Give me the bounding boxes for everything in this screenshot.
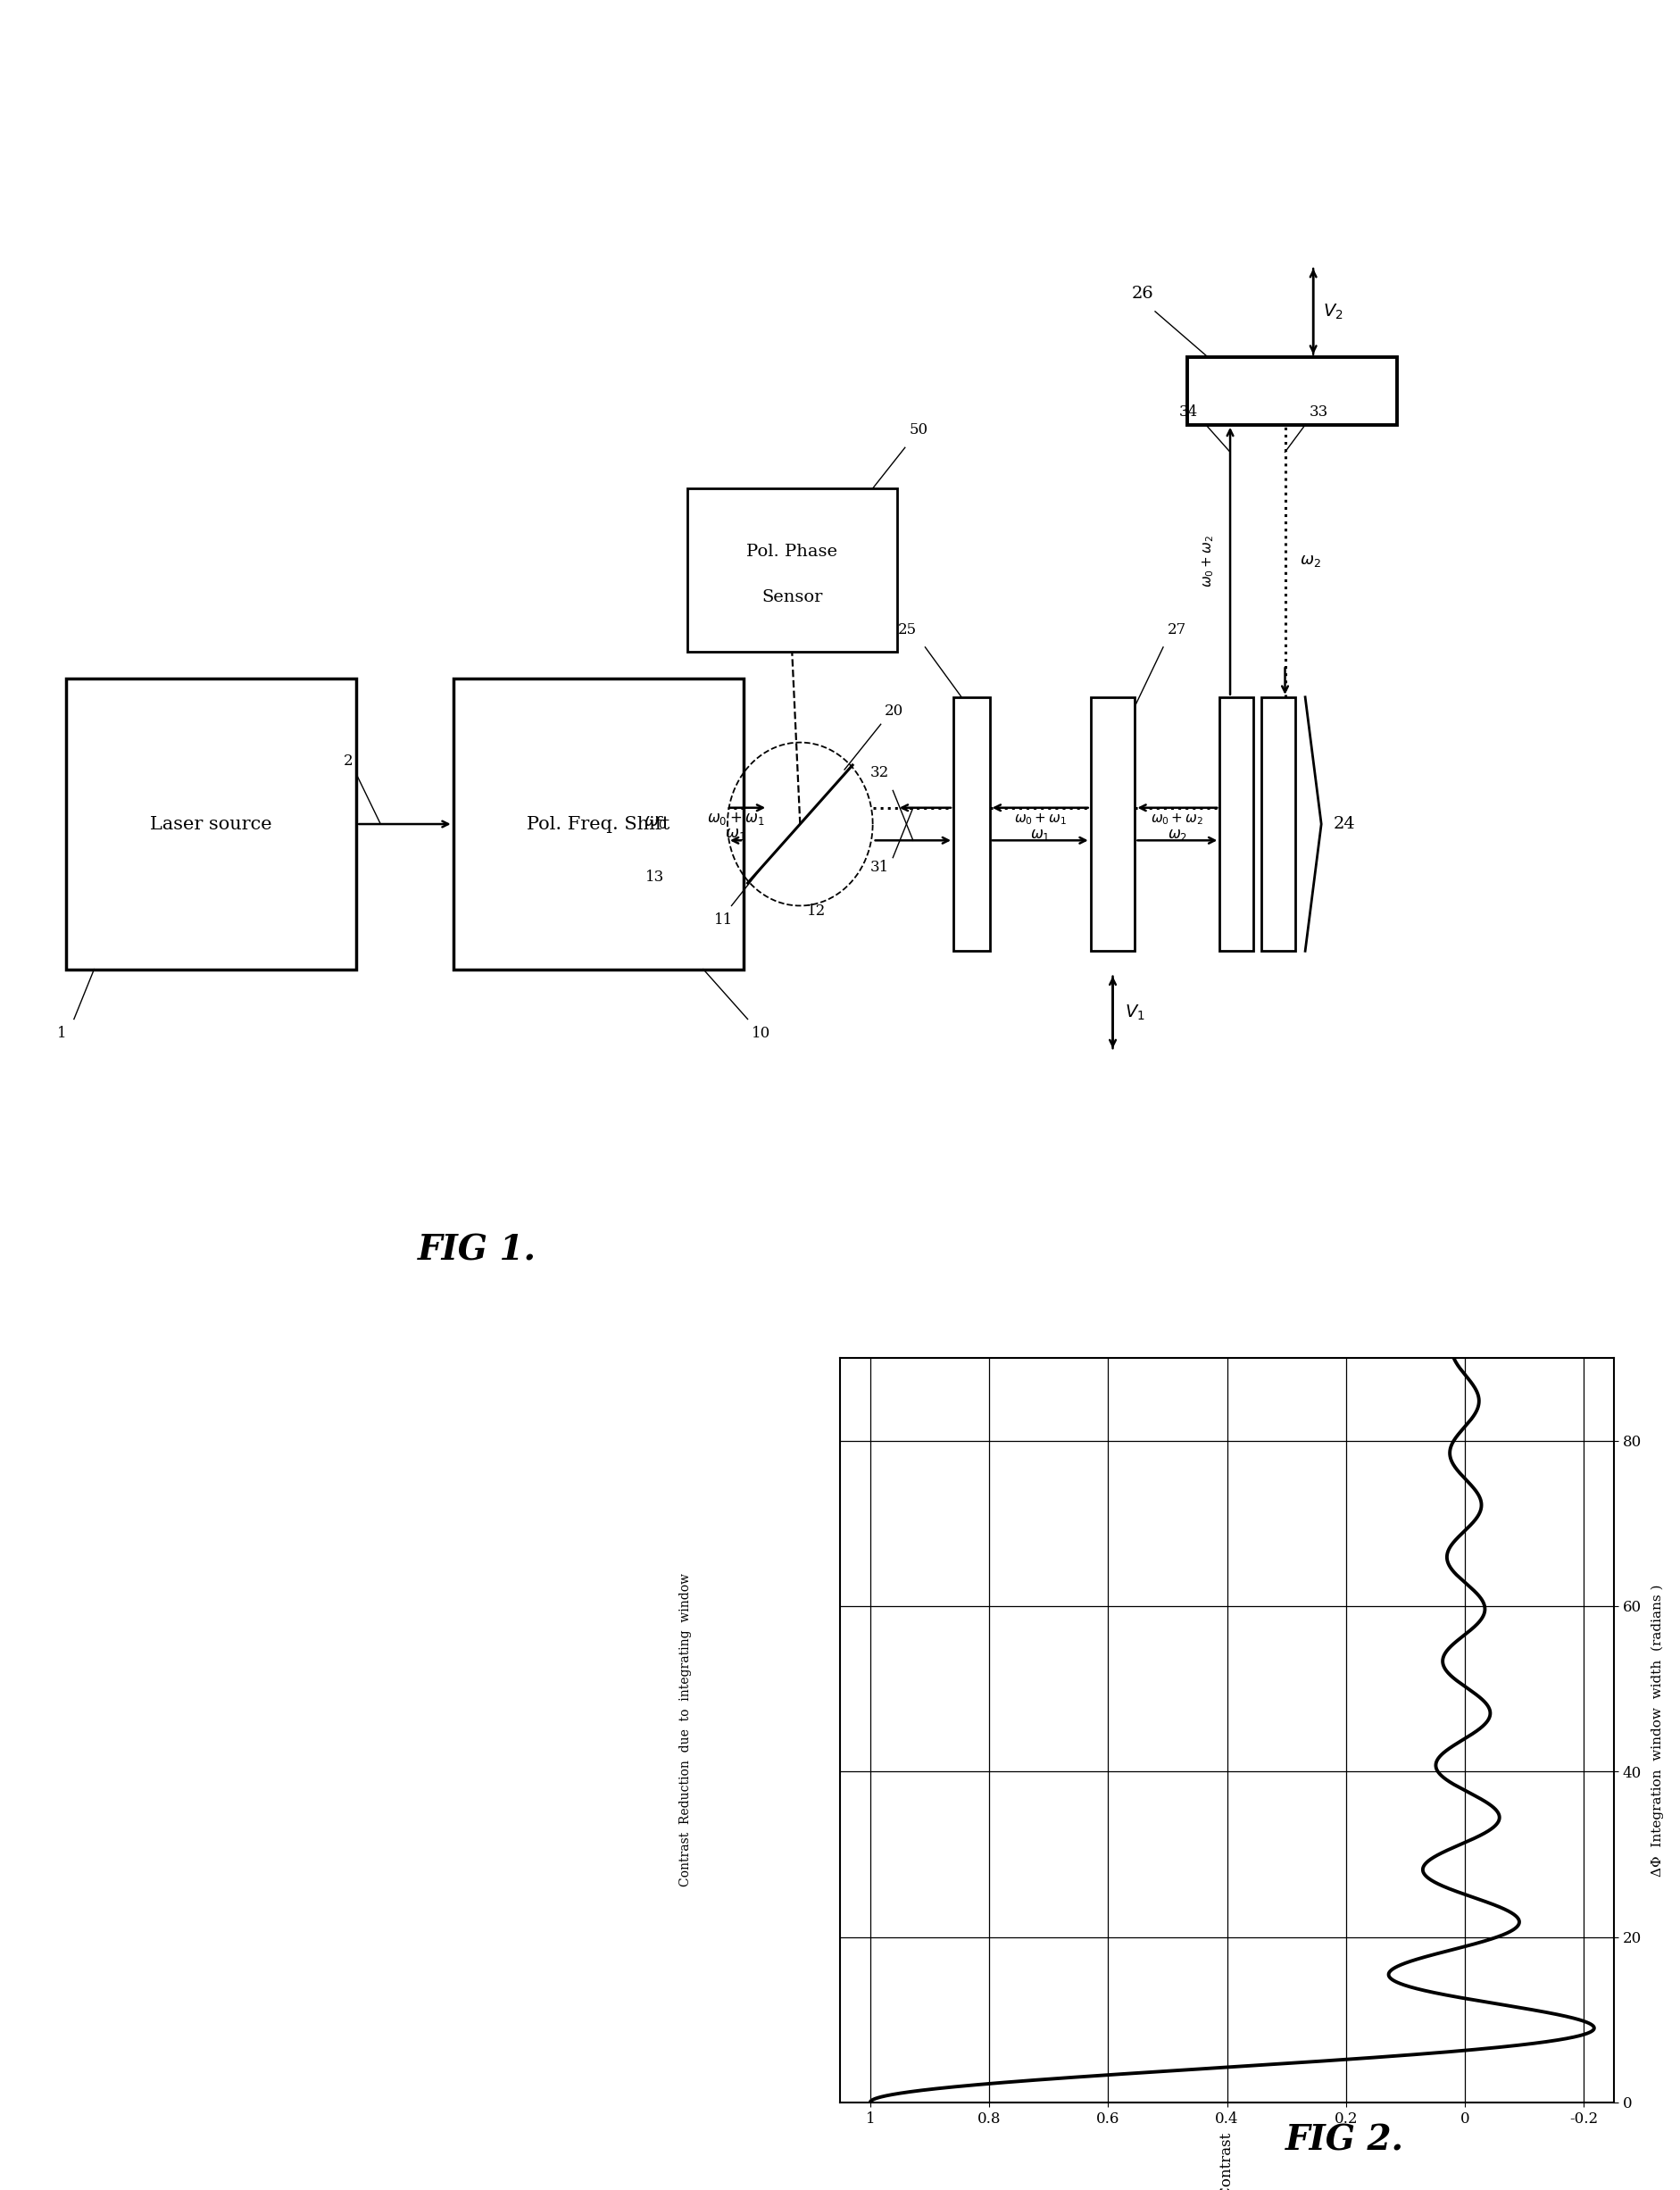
FancyBboxPatch shape [687, 488, 897, 653]
Text: $\omega_0 + \omega_1$: $\omega_0 + \omega_1$ [1013, 812, 1067, 828]
Text: Pol. Phase: Pol. Phase [746, 543, 837, 561]
FancyBboxPatch shape [1220, 696, 1253, 950]
Text: 26: 26 [1131, 285, 1154, 302]
Text: FIG 1.: FIG 1. [418, 1233, 536, 1268]
Y-axis label: ΔΦ  Integration  window  width  (radians ): ΔΦ Integration window width (radians ) [1650, 1583, 1663, 1877]
Text: $\omega_1$: $\omega_1$ [1030, 828, 1050, 843]
Text: FIG 2.: FIG 2. [1285, 2124, 1403, 2157]
Text: 50: 50 [909, 423, 927, 438]
Text: $\omega_0 + \omega_2$: $\omega_0 + \omega_2$ [1151, 812, 1203, 828]
Text: Laser source: Laser source [150, 815, 272, 832]
Text: 25: 25 [897, 622, 917, 637]
Text: $\omega_2$: $\omega_2$ [1168, 828, 1186, 843]
Text: 11: 11 [714, 913, 732, 926]
Text: $\omega_1$: $\omega_1$ [724, 826, 746, 841]
Text: $\omega_0 + \omega_1$: $\omega_0 + \omega_1$ [706, 810, 764, 828]
FancyBboxPatch shape [1186, 357, 1396, 425]
Text: 24: 24 [1332, 817, 1354, 832]
Text: $V_2$: $V_2$ [1322, 302, 1342, 322]
FancyBboxPatch shape [66, 679, 356, 970]
Text: Pol. Freq. Shift: Pol. Freq. Shift [526, 815, 670, 832]
Text: Sensor: Sensor [761, 589, 822, 604]
FancyBboxPatch shape [454, 679, 743, 970]
Text: 13: 13 [645, 869, 664, 885]
Text: $V_1$: $V_1$ [1124, 1003, 1144, 1023]
Text: 20: 20 [884, 703, 904, 718]
X-axis label: Fringe Contrast: Fringe Contrast [1218, 2133, 1235, 2190]
FancyBboxPatch shape [1090, 696, 1134, 950]
Text: $\omega_0 + \omega_2$: $\omega_0 + \omega_2$ [1200, 534, 1215, 587]
Text: 27: 27 [1166, 622, 1186, 637]
FancyBboxPatch shape [953, 696, 990, 950]
Text: Contrast  Reduction  due  to  integrating  window: Contrast Reduction due to integrating wi… [679, 1572, 692, 1888]
Text: 31: 31 [870, 861, 889, 874]
Text: 32: 32 [870, 764, 889, 780]
FancyBboxPatch shape [1262, 696, 1295, 950]
Text: 2: 2 [343, 753, 353, 769]
Text: $\omega_2$: $\omega_2$ [1299, 552, 1320, 569]
Text: 12: 12 [806, 902, 825, 918]
Text: 33: 33 [1309, 405, 1327, 418]
Text: $\omega_0$: $\omega_0$ [643, 815, 667, 832]
Text: 1: 1 [57, 1025, 67, 1040]
Text: 34: 34 [1178, 405, 1198, 418]
Text: 10: 10 [751, 1025, 769, 1040]
